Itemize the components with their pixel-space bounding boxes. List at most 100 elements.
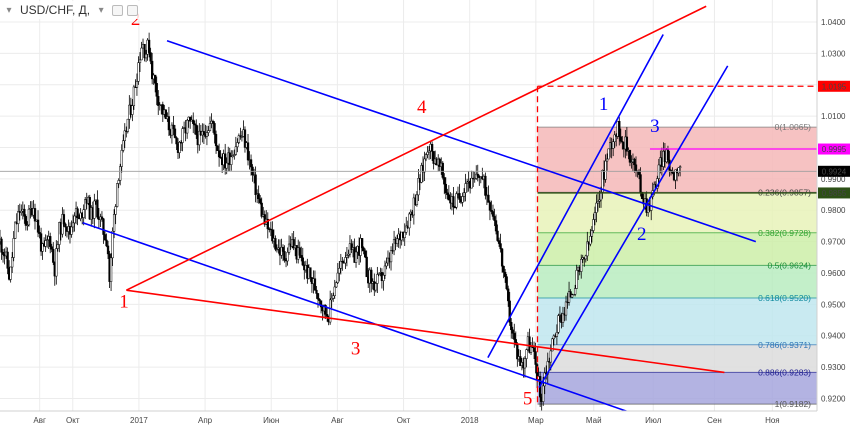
candle-body: [432, 151, 435, 164]
candle-body: [362, 247, 365, 252]
candle-body: [336, 272, 339, 283]
x-tick-label: Авг: [331, 416, 344, 425]
candle-body: [532, 347, 536, 352]
candle-body: [12, 238, 15, 258]
y-axis-panel: [817, 0, 850, 427]
candle-body: [100, 216, 104, 220]
fib-level-label: 0.382(0.9728): [758, 228, 811, 238]
candle-body: [38, 232, 41, 234]
candle-body: [573, 288, 577, 295]
candle-body: [458, 193, 461, 200]
candle-body: [488, 202, 492, 211]
candle-body: [236, 142, 239, 148]
price-labels: 1.0195 0.9995 0.9924 0.9855: [818, 80, 850, 199]
y-tick-label: 1.0100: [821, 112, 846, 121]
candle-body: [33, 208, 37, 222]
candle-body: [102, 218, 105, 235]
candle-body: [49, 236, 52, 247]
candle-body: [461, 196, 464, 203]
y-tick-label: 0.9500: [821, 300, 846, 309]
candle-body: [1, 252, 5, 255]
candle-body: [56, 244, 59, 249]
candle-body: [167, 116, 171, 131]
candle-body: [224, 153, 227, 169]
candle-body: [630, 161, 633, 163]
candle-body: [444, 183, 447, 194]
candle-body: [249, 159, 253, 168]
gear-icon[interactable]: [112, 4, 124, 16]
candle-body: [504, 271, 507, 277]
red-upper-line: [126, 5, 707, 291]
chevron-down-icon[interactable]: ▾: [98, 4, 104, 16]
candle-body: [131, 105, 134, 115]
candle-body: [64, 223, 67, 228]
blue-channel-left: [487, 34, 664, 359]
x-tick-label: Июл: [645, 416, 662, 425]
candle-body: [298, 247, 301, 256]
candle-body: [17, 211, 20, 224]
candle-body: [198, 130, 201, 146]
close-icon[interactable]: [127, 4, 139, 16]
candle-body: [181, 128, 184, 143]
candle-body: [500, 248, 504, 267]
fib-level-label: 0.886(0.9283): [758, 367, 811, 377]
candle-body: [254, 174, 257, 195]
candle-body: [666, 149, 670, 161]
fib-zone: [537, 127, 817, 193]
candle-body: [178, 142, 181, 153]
x-tick-label: Окт: [66, 416, 80, 425]
wave-label: 4: [417, 97, 427, 118]
candle-body: [283, 251, 286, 261]
x-tick-label: 2018: [461, 416, 479, 425]
candle-body: [111, 231, 114, 259]
candle-body: [260, 202, 263, 217]
candle-body: [71, 222, 75, 228]
candle-body: [510, 322, 513, 331]
wave-label: 2: [131, 9, 141, 30]
candle-body: [487, 194, 490, 203]
x-tick-label: Апр: [198, 416, 213, 425]
candle-body: [657, 164, 660, 179]
candle-body: [507, 288, 510, 302]
price-tag-label: 0.9995: [822, 145, 847, 154]
candle-body: [185, 120, 189, 134]
candle-body: [144, 53, 148, 59]
trendlines[interactable]: [82, 5, 757, 422]
candle-body: [257, 193, 260, 200]
candle-body: [213, 123, 216, 135]
candle-body: [155, 83, 158, 97]
price-tag: [818, 80, 850, 92]
candle-body: [374, 283, 377, 291]
horizontal-lines[interactable]: [0, 85, 817, 405]
candle-body: [173, 128, 177, 138]
candle-body: [135, 81, 139, 88]
y-tick-label: 0.9800: [821, 206, 846, 215]
candle-body: [233, 154, 236, 156]
symbol-label[interactable]: USD/CHF, Д,: [20, 3, 91, 17]
candle-body: [586, 241, 589, 257]
candle-body: [339, 260, 342, 269]
candle-body: [325, 314, 329, 317]
candle-body: [497, 240, 501, 244]
candle-body: [106, 245, 110, 255]
blue-top-line: [166, 40, 757, 243]
candle-body: [93, 200, 96, 219]
x-tick-label: Авг: [33, 416, 46, 425]
candle-body: [580, 259, 583, 272]
wave-annotations: 2 1 4 3 5 1 3 2: [119, 9, 659, 410]
candle-body: [613, 134, 616, 142]
caret-left-icon[interactable]: ▾: [6, 4, 12, 16]
candle-body: [132, 86, 136, 106]
candle-body: [427, 150, 431, 153]
candle-body: [625, 136, 629, 152]
candle-body: [231, 155, 234, 158]
candle-body: [237, 135, 241, 143]
candle-body: [207, 130, 210, 133]
candle-body: [677, 167, 680, 174]
x-tick-label: 2017: [130, 416, 148, 425]
candle-body: [117, 180, 120, 184]
candle-body: [426, 151, 429, 155]
fibonacci-retracement[interactable]: 0(1.0065)0.236(0.9857)0.382(0.9728)0.5(0…: [537, 122, 818, 409]
